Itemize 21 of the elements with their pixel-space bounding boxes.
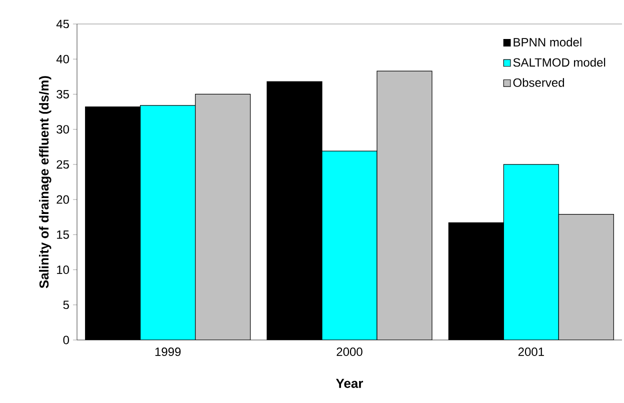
- bar: [140, 105, 196, 340]
- y-axis-title: Salinity of drainage effluent (ds/m): [39, 76, 52, 288]
- y-tick-label: 25: [56, 160, 69, 169]
- y-tick-label: 45: [56, 20, 69, 28]
- legend-label: BPNN model: [514, 38, 582, 46]
- x-tick-label: 1999: [155, 348, 181, 356]
- y-tick-label: 35: [56, 90, 69, 98]
- legend-label: SALTMOD model: [513, 58, 606, 67]
- y-tick-label: 5: [63, 300, 69, 310]
- y-tick-label: 10: [57, 266, 70, 274]
- x-tick-label: 2001: [518, 348, 544, 356]
- bar: [322, 151, 378, 340]
- y-tick-label: 15: [57, 230, 69, 239]
- x-tick-label: 2000: [336, 348, 362, 356]
- x-axis-title: Year: [336, 378, 364, 388]
- legend-label: Observed: [513, 78, 564, 87]
- y-tick-label: 40: [56, 54, 70, 64]
- y-tick-label: 0: [63, 336, 70, 344]
- y-tick-label: 30: [56, 125, 70, 134]
- bar: [503, 164, 559, 340]
- y-tick-label: 20: [56, 195, 70, 204]
